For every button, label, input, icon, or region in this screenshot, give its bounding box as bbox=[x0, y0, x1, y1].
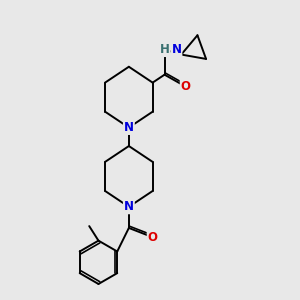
Text: O: O bbox=[148, 231, 158, 244]
Text: O: O bbox=[181, 80, 191, 93]
Text: N: N bbox=[124, 121, 134, 134]
Text: H: H bbox=[160, 43, 170, 56]
Text: N: N bbox=[124, 200, 134, 213]
Text: N: N bbox=[171, 43, 182, 56]
